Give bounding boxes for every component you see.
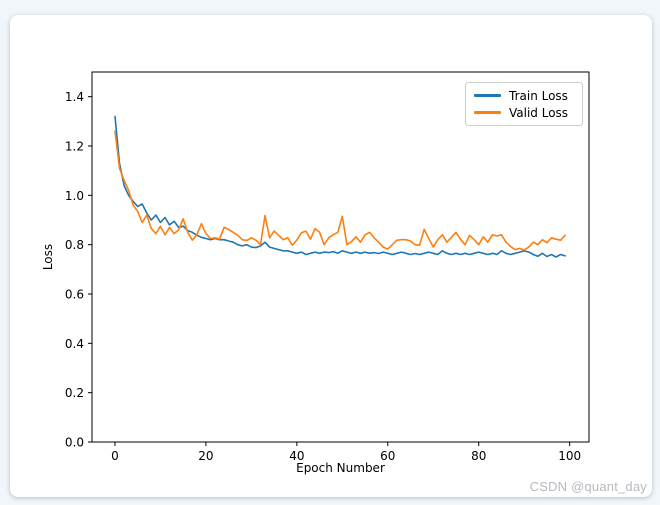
y-tick-label: 1.0: [65, 189, 84, 203]
y-tick-label: 0.2: [65, 386, 84, 400]
valid-loss-line-swatch: [474, 111, 501, 114]
x-tick-label: 60: [380, 449, 395, 463]
x-tick-label: 40: [289, 449, 304, 463]
legend-label-train-loss: Train Loss: [509, 88, 568, 103]
x-tick-label: 0: [111, 449, 119, 463]
x-tick-label: 100: [558, 449, 581, 463]
y-tick-label: 1.2: [65, 140, 84, 154]
loss-line-chart: 0 20 40 60 80 100 0.0 0.2 0.4 0.6 0.8 1.0 1.2 1.4: [65, 71, 590, 463]
train-loss-line: [114, 115, 566, 258]
y-axis-label: Loss: [41, 243, 55, 271]
x-tick-label: 80: [471, 449, 486, 463]
axes-frame: [91, 71, 590, 443]
y-tick-label: 0.8: [65, 238, 84, 252]
valid-loss-line: [114, 130, 566, 251]
y-tick-label: 0.0: [65, 436, 84, 450]
train-loss-line-swatch: [474, 94, 501, 97]
watermark: CSDN @quant_day: [529, 479, 647, 494]
legend-item-valid-loss: Valid Loss: [474, 104, 575, 121]
legend-item-train-loss: Train Loss: [474, 87, 575, 104]
x-tick-label: 20: [198, 449, 213, 463]
y-tick-label: 0.4: [65, 337, 84, 351]
legend: Train Loss Valid Loss: [465, 82, 583, 126]
legend-label-valid-loss: Valid Loss: [509, 105, 569, 120]
y-tick-label: 0.6: [65, 288, 84, 302]
figure-card: 0 20 40 60 80 100 0.0 0.2 0.4 0.6 0.8 1.0 1.2 1.4 Epo…: [10, 15, 652, 497]
y-tick-label: 1.4: [65, 90, 84, 104]
x-axis-label: Epoch Number: [296, 461, 385, 475]
